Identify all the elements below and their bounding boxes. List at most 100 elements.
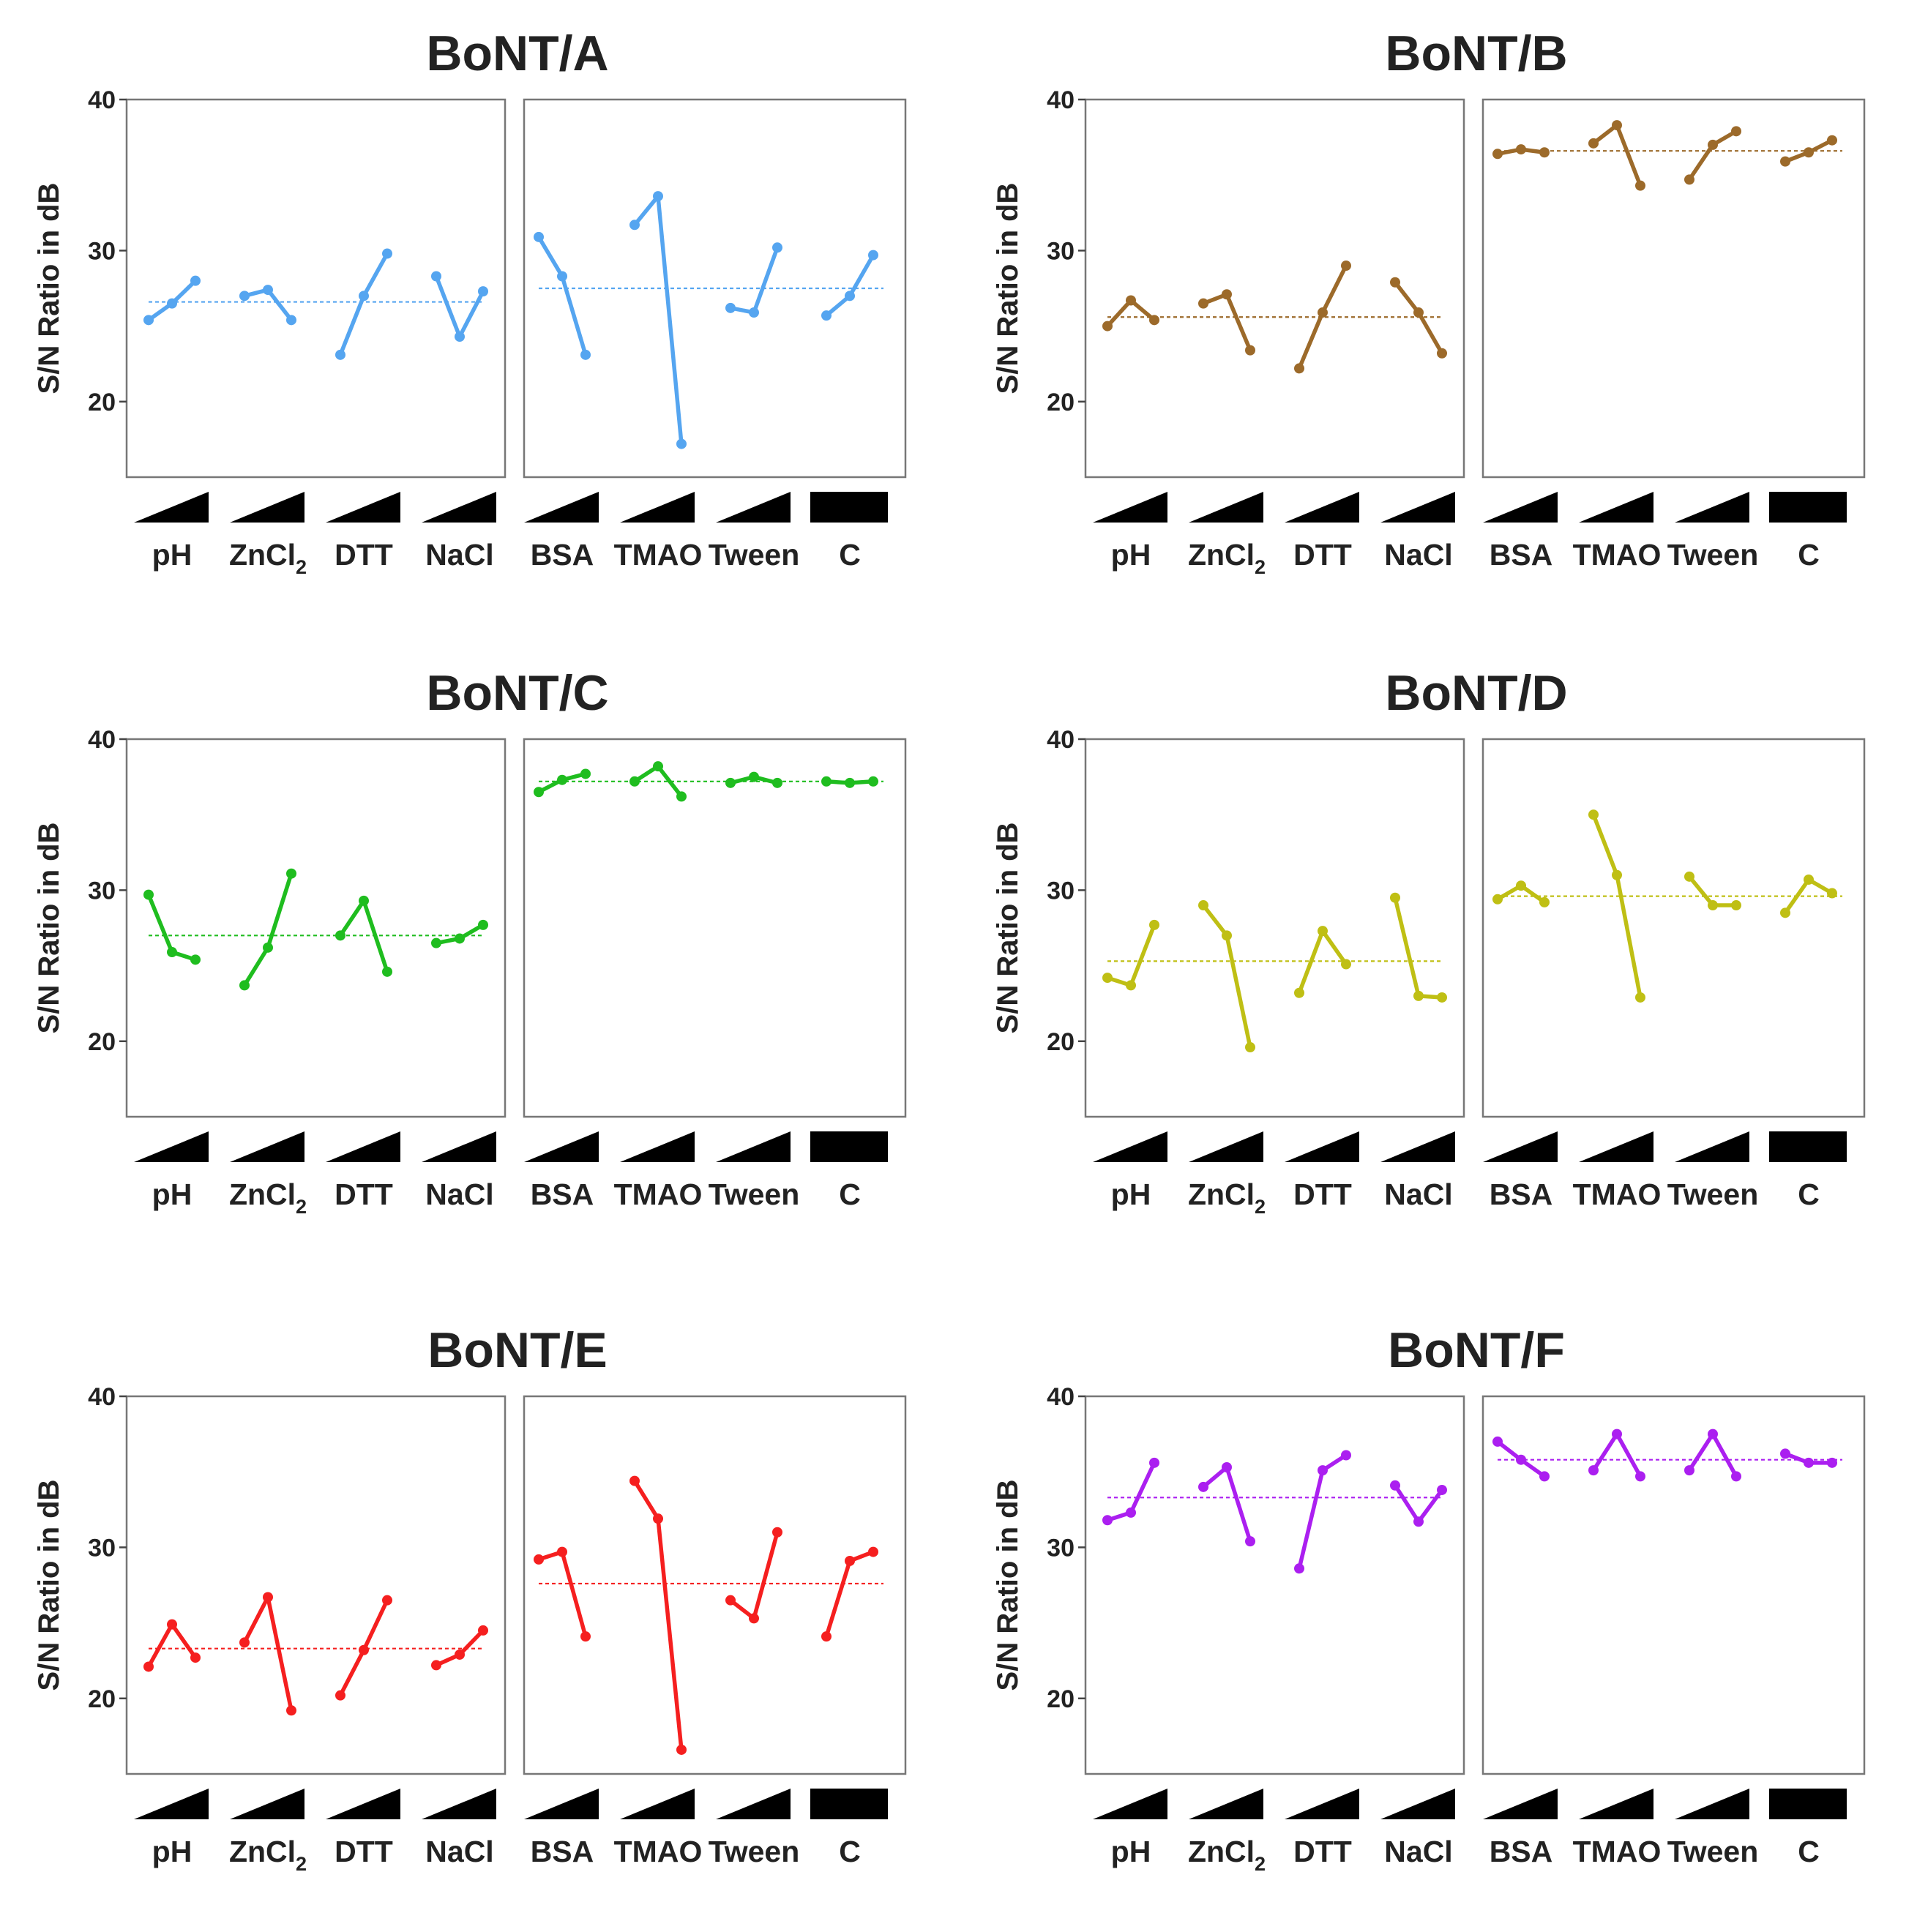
factor-label: pH: [1111, 538, 1151, 572]
data-point: [534, 1554, 544, 1565]
data-point: [1708, 1429, 1718, 1439]
series-line: [728, 1530, 780, 1621]
factor-label: C: [1798, 538, 1820, 572]
factor-label: pH: [152, 1177, 193, 1211]
data-point: [653, 1513, 663, 1524]
data-point: [1413, 307, 1424, 318]
plot-frame-left: [1084, 1395, 1465, 1775]
data-point: [1708, 139, 1718, 150]
data-point: [1341, 261, 1351, 272]
ramp-icon: [524, 1789, 599, 1819]
ramp-icon: [620, 1789, 695, 1819]
series-line: [1591, 123, 1643, 188]
factor-label: ZnCl2: [1188, 538, 1266, 578]
data-point: [821, 1631, 832, 1642]
data-point: [167, 1619, 177, 1630]
ramp-icon: [134, 492, 209, 523]
factor-label: NaCl: [425, 1177, 493, 1211]
ramp-icon: [1483, 1131, 1558, 1162]
data-point: [1516, 880, 1526, 891]
factor-label: DTT: [1293, 1177, 1352, 1211]
chart-svg: BoNT/C S/N Ratio in dB 20 30 40 pH ZnCl2 DTT NaC…: [33, 665, 907, 1218]
factor-label: BSA: [531, 1177, 594, 1211]
data-point: [1413, 990, 1424, 1001]
factor-label: Tween: [709, 538, 800, 572]
data-point: [1126, 295, 1136, 306]
chart-title: BoNT/B: [1385, 26, 1567, 81]
data-point: [676, 791, 687, 802]
data-point: [167, 298, 177, 309]
series-line: [1687, 1431, 1738, 1479]
factor-label: C: [1798, 1835, 1820, 1868]
factor-label: BSA: [1490, 1835, 1553, 1868]
y-tick-label: 30: [1047, 237, 1075, 265]
data-point: [653, 761, 663, 772]
data-point: [868, 250, 878, 261]
chart-svg: BoNT/B S/N Ratio in dB 20 30 40 pH ZnCl2 DTT NaC…: [992, 26, 1866, 578]
data-point: [1731, 126, 1741, 137]
ramp-icon: [230, 492, 304, 523]
factor-label: DTT: [1293, 538, 1352, 572]
ramp-icon: [422, 1789, 496, 1819]
series-line: [632, 194, 684, 446]
y-axis-label: S/N Ratio in dB: [33, 823, 65, 1034]
data-point: [557, 1546, 567, 1557]
chart-title: BoNT/C: [426, 665, 608, 721]
chart-svg: BoNT/D S/N Ratio in dB 20 30 40 pH ZnCl2 DTT NaC…: [992, 665, 1866, 1218]
data-point: [286, 315, 296, 326]
data-point: [1635, 992, 1645, 1003]
data-point: [749, 1613, 759, 1624]
factor-subscript: 2: [1255, 1196, 1266, 1218]
data-point: [335, 1690, 345, 1701]
data-point: [725, 777, 736, 788]
series-line: [338, 251, 389, 357]
series-line: [728, 245, 780, 315]
chart-svg: BoNT/A S/N Ratio in dB 20 30 40 pH ZnCl2 DTT NaC…: [33, 26, 907, 578]
data-point: [1318, 307, 1328, 318]
data-point: [143, 315, 154, 326]
series-line: [146, 1622, 198, 1669]
data-point: [629, 776, 640, 787]
plot-frame-left: [1084, 738, 1465, 1118]
ramp-icon: [1189, 1131, 1263, 1162]
factor-label: TMAO: [1573, 1835, 1662, 1868]
ramp-icon: [230, 1131, 304, 1162]
chart-title: BoNT/D: [1385, 665, 1567, 721]
data-point: [382, 1595, 392, 1606]
data-point: [1102, 321, 1113, 332]
data-point: [1780, 907, 1790, 918]
ramp-icon: [1675, 492, 1749, 523]
data-point: [557, 271, 567, 282]
data-point: [1222, 1462, 1232, 1473]
data-point: [1708, 900, 1718, 911]
ramp-icon: [1285, 1131, 1359, 1162]
y-axis-label: S/N Ratio in dB: [33, 1480, 65, 1691]
factor-subscript: 2: [296, 1196, 307, 1218]
y-tick-label: 20: [1047, 1685, 1075, 1713]
ramp-icon: [326, 1131, 400, 1162]
series-line: [1591, 812, 1643, 1000]
y-axis-label: S/N Ratio in dB: [992, 1480, 1024, 1691]
data-point: [335, 930, 345, 941]
series-line: [1393, 895, 1444, 1000]
data-point: [1102, 973, 1113, 984]
data-point: [580, 1631, 591, 1642]
factor-subscript: 2: [296, 556, 307, 578]
data-point: [1804, 1457, 1814, 1468]
data-point: [1413, 1516, 1424, 1527]
plot-frame-right: [523, 1395, 907, 1775]
data-point: [263, 942, 273, 953]
data-point: [1492, 149, 1503, 160]
data-point: [1731, 1471, 1741, 1482]
data-point: [1149, 919, 1159, 930]
ramp-icon: [1579, 1131, 1653, 1162]
data-point: [653, 191, 663, 202]
series-line: [1105, 923, 1156, 988]
plot-frame-left: [125, 1395, 507, 1775]
factor-label: NaCl: [425, 1835, 493, 1868]
data-point: [1437, 992, 1447, 1003]
factor-label: ZnCl2: [229, 538, 307, 578]
chart-panel: BoNT/E S/N Ratio in dB 20 30 40 pH ZnCl2 DTT NaC…: [0, 1297, 958, 1932]
series-line: [1201, 1465, 1252, 1543]
